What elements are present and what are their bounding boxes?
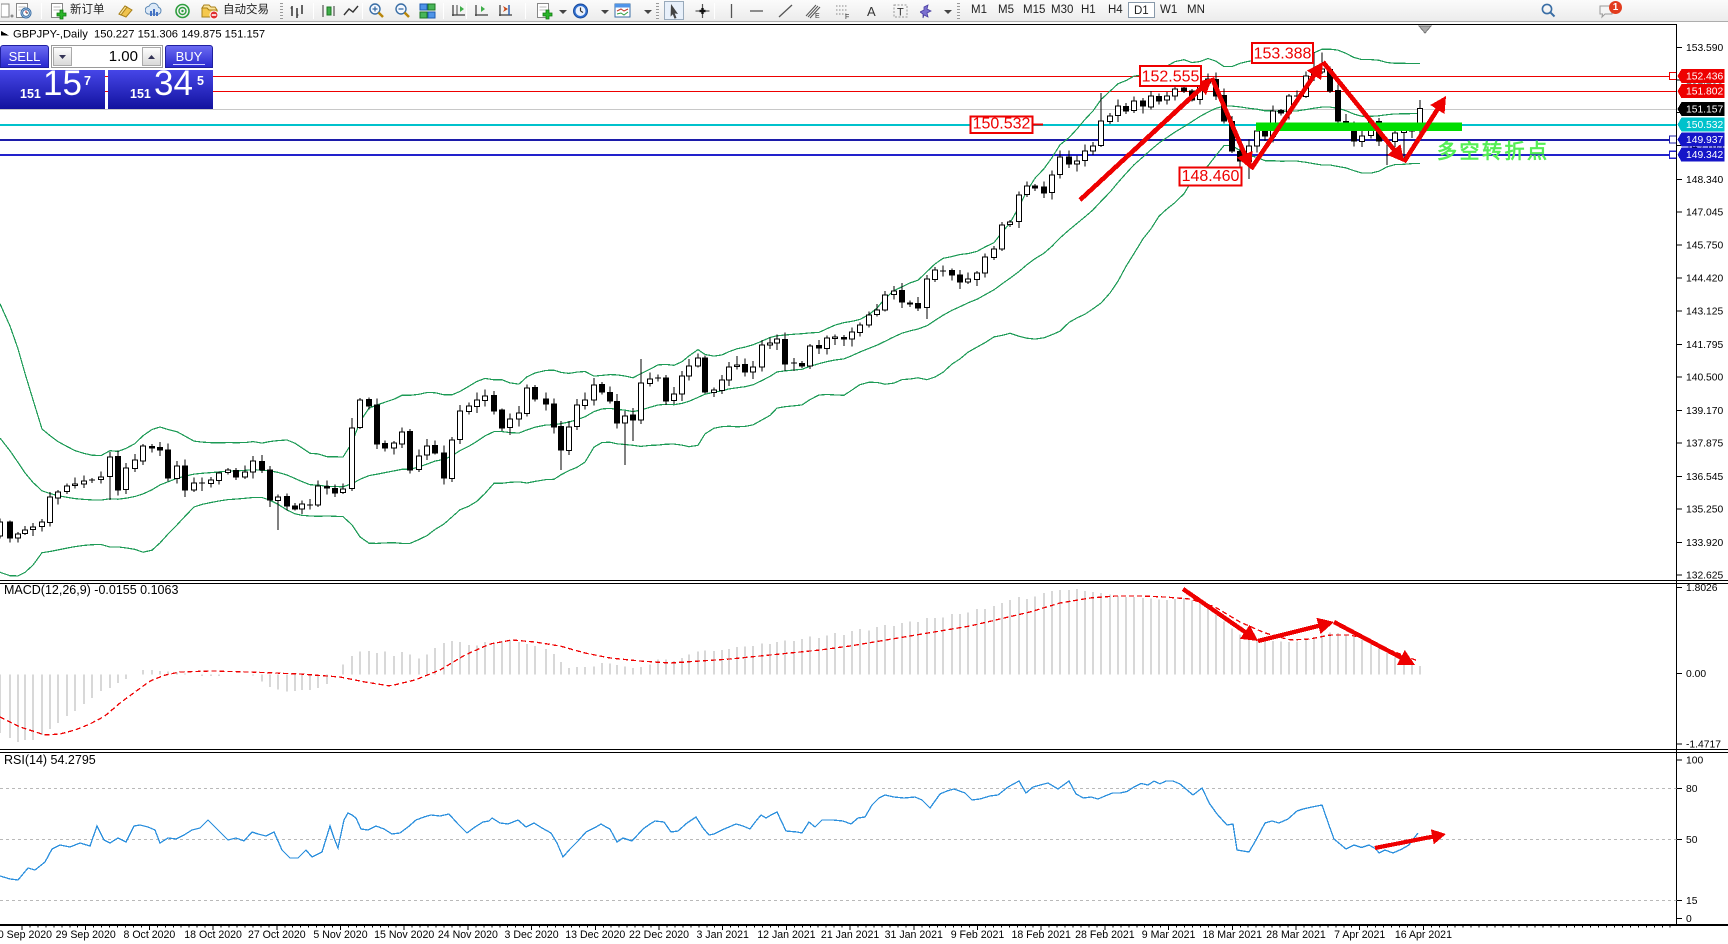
svg-text:28 Feb 2021: 28 Feb 2021 <box>1075 929 1135 941</box>
svg-text:31 Jan 2021: 31 Jan 2021 <box>885 929 943 941</box>
svg-text:15: 15 <box>1686 896 1698 907</box>
svg-text:27 Oct 2020: 27 Oct 2020 <box>248 929 306 941</box>
svg-text:E: E <box>815 13 820 20</box>
svg-text:22 Dec 2020: 22 Dec 2020 <box>629 929 689 941</box>
svg-text:0.00: 0.00 <box>1686 669 1706 680</box>
svg-text:0: 0 <box>1686 914 1692 925</box>
svg-text:145.750: 145.750 <box>1686 240 1723 251</box>
svg-text:148.340: 148.340 <box>1686 175 1723 186</box>
svg-text:100: 100 <box>1686 756 1703 767</box>
svg-text:137.875: 137.875 <box>1686 438 1723 449</box>
svg-text:18 Feb 2021: 18 Feb 2021 <box>1011 929 1071 941</box>
svg-text:153.590: 153.590 <box>1686 43 1723 54</box>
svg-text:29 Sep 2020: 29 Sep 2020 <box>56 929 116 941</box>
svg-text:140.500: 140.500 <box>1686 372 1723 383</box>
svg-text:139.170: 139.170 <box>1686 406 1723 417</box>
svg-text:13 Dec 2020: 13 Dec 2020 <box>565 929 625 941</box>
svg-text:152.436: 152.436 <box>1686 72 1723 83</box>
svg-text:141.795: 141.795 <box>1686 340 1723 351</box>
svg-text:136.545: 136.545 <box>1686 472 1723 483</box>
svg-text:7 Apr 2021: 7 Apr 2021 <box>1334 929 1385 941</box>
svg-text:-1.4717: -1.4717 <box>1686 740 1721 751</box>
svg-text:21 Jan 2021: 21 Jan 2021 <box>821 929 879 941</box>
svg-text:149.937: 149.937 <box>1686 135 1723 146</box>
svg-text:9 Feb 2021: 9 Feb 2021 <box>951 929 1005 941</box>
svg-text:80: 80 <box>1686 784 1698 795</box>
svg-text:18 Oct 2020: 18 Oct 2020 <box>184 929 242 941</box>
svg-text:18 Mar 2021: 18 Mar 2021 <box>1203 929 1263 941</box>
svg-text:16 Apr 2021: 16 Apr 2021 <box>1395 929 1452 941</box>
svg-text:5 Nov 2020: 5 Nov 2020 <box>313 929 367 941</box>
svg-text:147.045: 147.045 <box>1686 208 1723 219</box>
svg-text:3 Dec 2020: 3 Dec 2020 <box>505 929 559 941</box>
svg-text:144.420: 144.420 <box>1686 274 1723 285</box>
svg-text:152.555: 152.555 <box>1142 69 1200 86</box>
svg-text:150.532: 150.532 <box>973 116 1031 133</box>
svg-text:1.8026: 1.8026 <box>1686 583 1718 594</box>
svg-text:28 Mar 2021: 28 Mar 2021 <box>1266 929 1326 941</box>
svg-text:149.342: 149.342 <box>1686 150 1723 161</box>
svg-text:12 Jan 2021: 12 Jan 2021 <box>757 929 815 941</box>
svg-text:132.625: 132.625 <box>1686 571 1723 582</box>
svg-text:143.125: 143.125 <box>1686 306 1723 317</box>
svg-text:150.532: 150.532 <box>1686 120 1723 131</box>
svg-text:8 Oct 2020: 8 Oct 2020 <box>123 929 175 941</box>
svg-text:148.460: 148.460 <box>1182 168 1240 185</box>
svg-text:153.388: 153.388 <box>1254 46 1312 63</box>
svg-text:F: F <box>845 14 849 20</box>
svg-text:133.920: 133.920 <box>1686 538 1723 549</box>
svg-text:多空转折点: 多空转折点 <box>1437 139 1550 163</box>
svg-text:50: 50 <box>1686 835 1698 846</box>
svg-text:151.157: 151.157 <box>1686 105 1723 116</box>
svg-text:RSI(14) 54.2795: RSI(14) 54.2795 <box>4 753 96 767</box>
svg-text:24 Nov 2020: 24 Nov 2020 <box>438 929 498 941</box>
svg-text:GBPJPY-,Daily 150.227 151.306: GBPJPY-,Daily 150.227 151.306 149.875 15… <box>13 29 265 41</box>
svg-text:151.802: 151.802 <box>1686 87 1723 98</box>
svg-text:T: T <box>897 7 904 19</box>
svg-text:A: A <box>867 4 876 19</box>
svg-text:9 Mar 2021: 9 Mar 2021 <box>1142 929 1196 941</box>
svg-text:3 Jan 2021: 3 Jan 2021 <box>696 929 749 941</box>
svg-text:20 Sep 2020: 20 Sep 2020 <box>0 929 52 941</box>
svg-text:15 Nov 2020: 15 Nov 2020 <box>374 929 434 941</box>
svg-text:135.250: 135.250 <box>1686 505 1723 516</box>
svg-text:MACD(12,26,9) -0.0155 0.1063: MACD(12,26,9) -0.0155 0.1063 <box>4 583 178 597</box>
